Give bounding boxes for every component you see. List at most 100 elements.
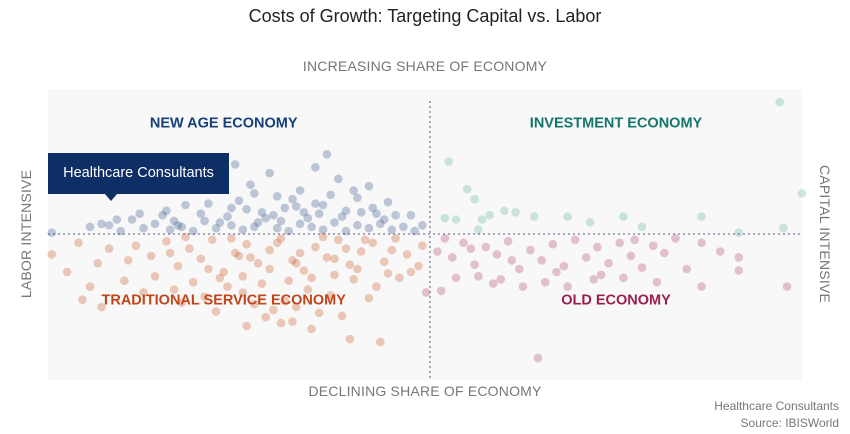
data-point-investment	[462, 184, 472, 194]
data-point-traditional	[330, 254, 339, 264]
data-point-traditional	[208, 235, 217, 245]
data-point-old	[626, 251, 636, 261]
data-point-old	[652, 277, 662, 287]
data-point-old	[466, 244, 476, 253]
data-point-traditional	[200, 292, 209, 302]
data-point-new-age	[318, 200, 328, 210]
data-point-traditional	[230, 248, 240, 258]
data-point-old	[637, 263, 647, 272]
data-point-new-age	[246, 180, 255, 189]
data-point-investment	[775, 97, 784, 107]
data-point-new-age	[353, 221, 362, 230]
quadrant-label-new-age: NEW AGE ECONOMY	[150, 115, 298, 131]
data-point-new-age	[230, 160, 240, 169]
data-point-new-age	[150, 219, 160, 229]
quadrant-label-traditional: TRADITIONAL SERVICE ECONOMY	[102, 293, 347, 309]
data-point-investment	[451, 215, 461, 224]
data-point-new-age	[337, 212, 347, 221]
data-point-new-age	[314, 209, 324, 218]
data-point-traditional	[93, 258, 102, 268]
data-point-old	[697, 238, 706, 248]
data-point-traditional	[196, 254, 206, 264]
data-point-investment	[440, 213, 450, 223]
data-point-new-age	[238, 225, 248, 234]
data-point-traditional	[314, 308, 324, 318]
data-point-traditional	[169, 285, 179, 294]
axis-label-top: INCREASING SHARE OF ECONOMY	[302, 58, 548, 74]
data-point-traditional	[418, 241, 427, 250]
data-point-old	[496, 275, 506, 284]
data-point-new-age	[418, 221, 427, 230]
data-point-traditional	[47, 250, 57, 259]
data-point-old	[660, 248, 669, 258]
data-point-new-age	[353, 193, 362, 203]
data-point-traditional	[269, 305, 278, 315]
data-point-old	[518, 282, 528, 291]
data-point-old	[433, 247, 442, 256]
data-point-traditional	[250, 299, 259, 309]
data-point-traditional	[150, 272, 160, 281]
data-point-old	[589, 275, 598, 284]
tooltip-arrow	[105, 194, 117, 201]
data-point-investment	[477, 215, 487, 224]
quadrant-label-investment: INVESTMENT ECONOMY	[530, 115, 703, 131]
footer-industry: Healthcare Consultants	[714, 399, 839, 413]
data-point-new-age	[376, 219, 385, 229]
data-point-new-age	[318, 225, 328, 234]
data-point-traditional	[238, 288, 248, 297]
data-point-traditional	[284, 276, 294, 286]
data-point-traditional	[188, 277, 198, 287]
data-point-new-age	[295, 219, 305, 229]
data-point-new-age	[334, 174, 343, 184]
data-point-traditional	[349, 275, 358, 284]
data-point-traditional	[414, 261, 423, 271]
data-point-investment	[619, 212, 628, 221]
data-point-new-age	[322, 150, 332, 159]
data-point-traditional	[265, 245, 274, 255]
data-point-traditional	[146, 251, 156, 261]
data-point-new-age	[341, 206, 351, 216]
data-point-investment	[585, 218, 595, 227]
data-point-traditional	[185, 244, 194, 253]
data-point-new-age	[253, 218, 263, 227]
data-point-traditional	[303, 285, 313, 294]
data-point-traditional	[62, 267, 72, 277]
data-point-old	[440, 234, 450, 243]
data-point-traditional	[368, 238, 378, 248]
data-point-traditional	[334, 235, 343, 245]
data-point-traditional	[402, 250, 412, 259]
data-point-traditional	[379, 257, 389, 267]
data-point-old	[734, 253, 744, 262]
data-point-traditional	[330, 270, 339, 280]
data-point-traditional	[253, 258, 263, 268]
data-point-traditional	[345, 260, 355, 270]
data-point-new-age	[299, 208, 309, 217]
data-point-old	[570, 235, 580, 245]
data-point-new-age	[200, 216, 209, 226]
data-point-traditional	[181, 232, 190, 242]
data-point-traditional	[280, 296, 290, 306]
data-point-traditional	[104, 244, 114, 253]
data-point-new-age	[135, 209, 144, 218]
data-point-traditional	[242, 321, 251, 331]
data-point-new-age	[173, 221, 183, 230]
data-point-investment	[500, 206, 509, 216]
data-point-new-age	[303, 213, 313, 223]
axis-label-bottom: DECLINING SHARE OF ECONOMY	[308, 383, 542, 399]
data-point-old	[533, 353, 543, 363]
data-point-old	[515, 264, 524, 274]
data-point-investment	[637, 222, 647, 232]
data-point-traditional	[215, 273, 225, 283]
data-point-new-age	[368, 203, 378, 213]
data-point-traditional	[288, 317, 297, 326]
data-point-traditional	[337, 311, 347, 321]
data-point-traditional	[276, 234, 286, 243]
data-point-traditional	[372, 282, 381, 291]
data-point-new-age	[250, 222, 259, 232]
data-point-old	[682, 264, 691, 274]
data-point-traditional	[356, 247, 366, 256]
data-point-investment	[563, 212, 572, 221]
data-point-new-age	[116, 226, 125, 236]
data-point-old	[537, 255, 546, 265]
